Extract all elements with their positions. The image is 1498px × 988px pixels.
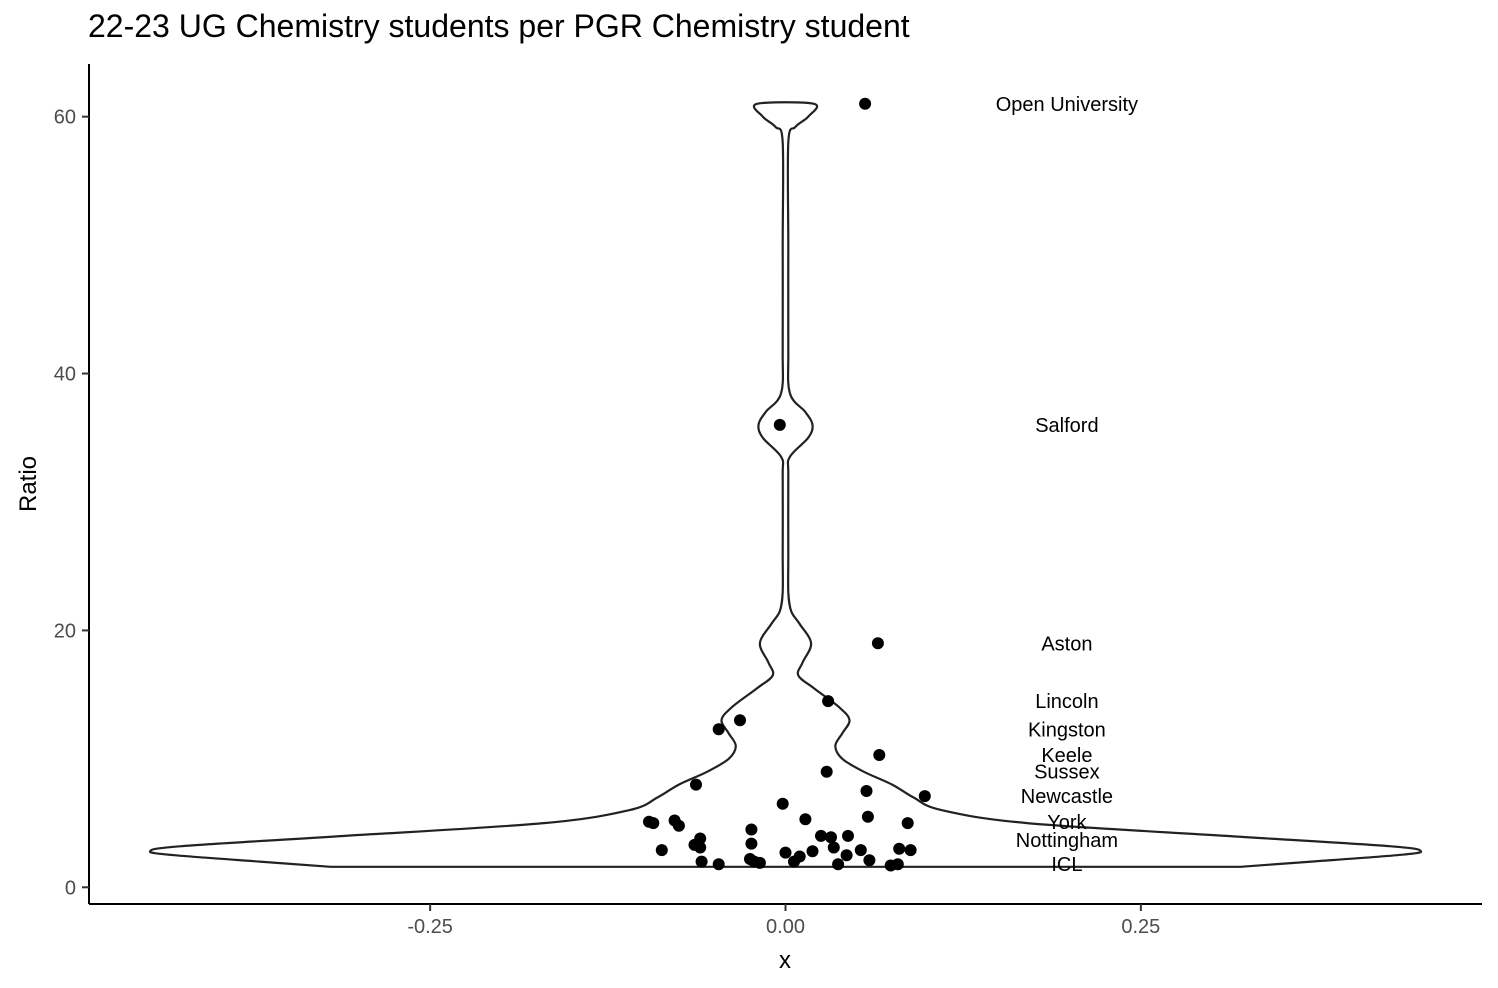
point-label: Open University xyxy=(996,94,1138,116)
point-label: Nottingham xyxy=(1016,830,1118,852)
point-label: Keele xyxy=(1041,745,1092,767)
x-tick-label: 0.25 xyxy=(1121,916,1160,938)
data-point xyxy=(695,855,708,868)
data-point xyxy=(690,778,702,791)
data-point xyxy=(712,723,725,736)
point-label: Salford xyxy=(1035,415,1098,437)
data-point xyxy=(822,695,835,708)
violin-outline xyxy=(148,101,1423,868)
points-layer xyxy=(643,97,931,872)
data-point xyxy=(647,817,660,830)
point-label: Kingston xyxy=(1028,719,1106,741)
data-point xyxy=(859,97,872,110)
data-point xyxy=(655,844,668,857)
data-point xyxy=(745,837,758,850)
data-point xyxy=(891,858,904,871)
data-point xyxy=(672,819,685,832)
data-point xyxy=(863,854,876,867)
x-tick-label: -0.25 xyxy=(407,916,453,938)
chart-title: 22-23 UG Chemistry students per PGR Chem… xyxy=(88,8,910,44)
point-label: Newcastle xyxy=(1021,786,1113,808)
point-label: ICL xyxy=(1051,854,1082,876)
y-axis-title: Ratio xyxy=(15,456,42,512)
point-label: Lincoln xyxy=(1035,691,1098,713)
data-point xyxy=(799,813,812,826)
data-point xyxy=(854,844,867,857)
data-point xyxy=(860,785,873,797)
data-point xyxy=(873,749,886,761)
data-point xyxy=(893,842,906,855)
data-point xyxy=(815,829,827,842)
data-point xyxy=(788,855,800,868)
data-point xyxy=(827,841,840,854)
data-point xyxy=(694,841,707,854)
data-point xyxy=(745,823,758,836)
data-point xyxy=(820,765,833,778)
violin-layer xyxy=(148,101,1423,868)
data-point xyxy=(779,846,792,859)
data-point xyxy=(842,829,854,842)
x-tick-label: 0.00 xyxy=(766,916,805,938)
data-point xyxy=(832,858,845,871)
data-point xyxy=(861,810,874,823)
data-point xyxy=(806,845,819,858)
data-point xyxy=(901,817,914,830)
y-tick-label: 0 xyxy=(65,877,76,899)
data-point xyxy=(712,858,725,871)
point-label: York xyxy=(1047,812,1087,834)
data-point xyxy=(734,714,746,727)
data-point xyxy=(904,844,917,857)
point-label: Sussex xyxy=(1034,762,1100,784)
x-axis-title: x xyxy=(779,947,791,974)
data-point xyxy=(825,831,837,844)
point-label: Aston xyxy=(1041,633,1092,655)
data-point xyxy=(871,637,884,650)
data-point xyxy=(918,790,931,803)
annotation-labels: Open University Salford Aston Lincoln Kingst… xyxy=(996,94,1138,876)
data-point xyxy=(840,849,853,862)
y-tick-label: 60 xyxy=(54,107,76,129)
data-point xyxy=(773,418,786,431)
data-point xyxy=(753,856,766,869)
y-tick-label: 20 xyxy=(54,620,76,642)
data-point xyxy=(776,797,789,810)
axes xyxy=(88,64,1482,905)
y-tick-label: 40 xyxy=(54,364,76,386)
ticks: 0 20 40 60 -0.25 0.00 0.25 xyxy=(54,107,1161,938)
